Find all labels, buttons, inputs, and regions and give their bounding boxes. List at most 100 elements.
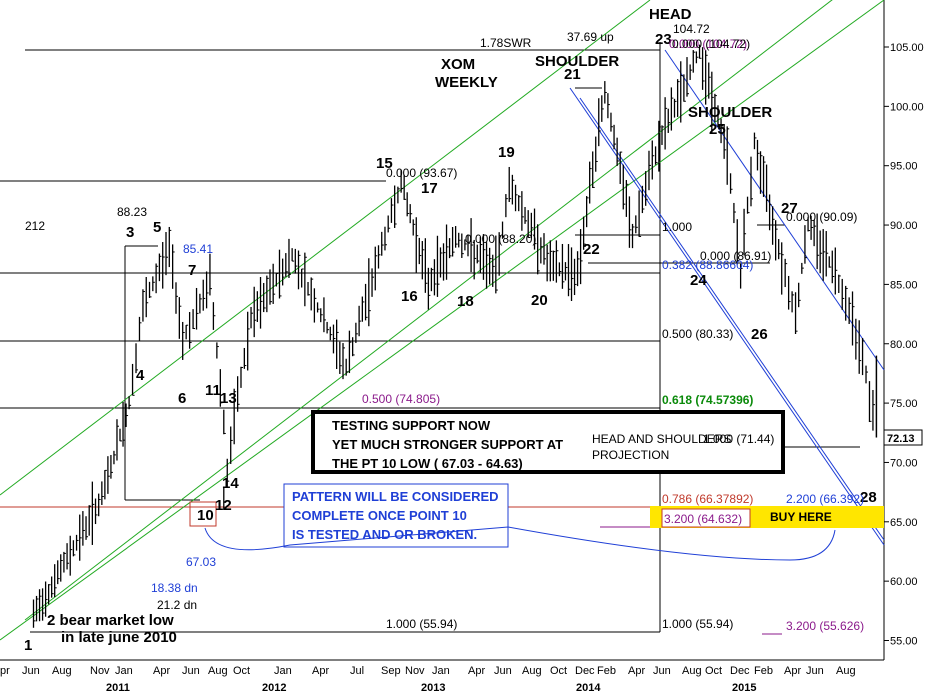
svg-text:85.41: 85.41 xyxy=(183,242,213,256)
svg-text:0.000 (93.67): 0.000 (93.67) xyxy=(386,166,457,180)
x-tick-label: Apr xyxy=(153,665,170,677)
svg-text:0.000 (104.72): 0.000 (104.72) xyxy=(672,37,750,51)
x-tick-label: Oct xyxy=(233,665,250,677)
x-tick-label: Dec xyxy=(730,665,750,677)
x-tick-label: Oct xyxy=(550,665,567,677)
x-tick-label: Apr xyxy=(468,665,485,677)
support-line-2: YET MUCH STRONGER SUPPORT AT xyxy=(332,437,563,452)
wave-5: 5 xyxy=(153,219,161,236)
svg-text:18.38 dn: 18.38 dn xyxy=(151,581,198,595)
x-tick-label: Jul xyxy=(350,665,364,677)
x-tick-label: Jan xyxy=(432,665,450,677)
svg-text:0.618 (74.57396): 0.618 (74.57396) xyxy=(662,393,753,407)
svg-text:1.000: 1.000 xyxy=(662,220,692,234)
svg-text:21.2 dn: 21.2 dn xyxy=(157,598,197,612)
svg-text:0.000 (90.09): 0.000 (90.09) xyxy=(786,210,857,224)
support-box xyxy=(311,410,785,474)
wave-16: 16 xyxy=(401,288,418,305)
x-tick-label: Aug xyxy=(682,665,702,677)
x-tick-label: Sep xyxy=(381,665,401,677)
wave-1: 1 xyxy=(24,637,32,654)
y-tick-label: 75.00 xyxy=(890,398,918,410)
svg-text:0.000 (86.91): 0.000 (86.91) xyxy=(700,249,771,263)
x-tick-label: Dec xyxy=(575,665,595,677)
y-tick-label: 80.00 xyxy=(890,339,918,351)
svg-text:3.200 (55.626): 3.200 (55.626) xyxy=(786,619,864,633)
wave-20: 20 xyxy=(531,292,548,309)
head-label: HEAD xyxy=(649,6,692,23)
support-line-1: TESTING SUPPORT NOW xyxy=(332,418,491,433)
wave-13: 13 xyxy=(220,390,237,407)
fib-1000-7144: 1.000 (71.44) xyxy=(703,432,774,446)
last-price-value: 72.13 xyxy=(887,433,915,445)
svg-text:1.000 (55.94): 1.000 (55.94) xyxy=(662,617,733,631)
pattern-note-1: PATTERN WILL BE CONSIDERED xyxy=(292,489,499,504)
svg-text:0.000 (88.20): 0.000 (88.20) xyxy=(465,232,536,246)
x-tick-label: Apr xyxy=(784,665,801,677)
hs-projection-label: HEAD AND SHOULDERS xyxy=(592,432,731,446)
x-year-label: 2015 xyxy=(732,682,756,694)
x-tick-label: pr xyxy=(0,665,10,677)
x-tick-label: Nov xyxy=(90,665,110,677)
wave-24: 24 xyxy=(690,272,707,289)
wave-labels: 1 2 bear market low in late june 2010 3 … xyxy=(24,31,877,654)
y-tick-label: 85.00 xyxy=(890,279,918,291)
x-tick-label: Jun xyxy=(494,665,512,677)
y-tick-label: 70.00 xyxy=(890,457,918,469)
x-tick-label: Jun xyxy=(22,665,40,677)
x-tick-label: Aug xyxy=(836,665,856,677)
support-line-3: THE PT 10 LOW ( 67.03 - 64.63) xyxy=(332,456,523,471)
y-tick-label: 65.00 xyxy=(890,517,918,529)
x-tick-label: Jan xyxy=(115,665,133,677)
point-10-box xyxy=(189,501,217,527)
x-tick-label: Jan xyxy=(274,665,292,677)
svg-text:0.500 (80.33): 0.500 (80.33) xyxy=(662,327,733,341)
wave-28: 28 xyxy=(860,489,877,506)
wave-23: 23 xyxy=(655,31,672,48)
svg-text:0.000 (104.72): 0.000 (104.72) xyxy=(669,37,747,51)
wave-2-note: in late june 2010 xyxy=(61,629,177,646)
wave-6: 6 xyxy=(178,390,186,407)
wave-3: 3 xyxy=(126,224,134,241)
pattern-connector xyxy=(204,526,836,561)
x-year-label: 2013 xyxy=(421,682,445,694)
y-tick-label: 55.00 xyxy=(890,636,918,648)
x-tick-label: Nov xyxy=(405,665,425,677)
wave-11: 11 xyxy=(205,382,221,399)
wave-14: 14 xyxy=(222,475,239,492)
svg-text:0.786 (66.37892): 0.786 (66.37892) xyxy=(662,492,753,506)
svg-text:0.500 (74.805): 0.500 (74.805) xyxy=(362,392,440,406)
y-tick-label: 90.00 xyxy=(890,220,918,232)
x-tick-label: Feb xyxy=(754,665,773,677)
x-tick-label: Aug xyxy=(522,665,542,677)
x-tick-label: Aug xyxy=(52,665,72,677)
last-price-tag xyxy=(883,429,923,446)
pattern-note-2: COMPLETE ONCE POINT 10 xyxy=(292,508,467,523)
svg-text:104.72: 104.72 xyxy=(673,22,710,36)
wave-7: 7 xyxy=(188,262,196,279)
wave-12: 12 xyxy=(215,497,232,514)
buy-here-label: BUY HERE xyxy=(770,510,832,524)
y-tick-label: 60.00 xyxy=(890,576,918,588)
x-tick-label: Jun xyxy=(653,665,671,677)
chart-title-1: XOM xyxy=(441,56,475,73)
wave-21: 21 xyxy=(564,66,581,83)
pattern-note-3: IS TESTED AND OR BROKEN. xyxy=(292,527,477,542)
x-tick-label: Oct xyxy=(705,665,722,677)
svg-text:67.03: 67.03 xyxy=(186,555,216,569)
x-tick-label: Jun xyxy=(806,665,824,677)
svg-text:0.382 (88.86604): 0.382 (88.86604) xyxy=(662,258,753,272)
chart-title-2: WEEKLY xyxy=(435,74,498,91)
y-tick-label: 105.00 xyxy=(890,42,924,54)
right-shoulder-label: SHOULDER xyxy=(688,104,772,121)
rising-channel xyxy=(0,0,885,641)
x-tick-label: Apr xyxy=(312,665,329,677)
wave-19: 19 xyxy=(498,144,515,161)
x-year-label: 2012 xyxy=(262,682,286,694)
wave-27: 27 xyxy=(781,200,798,217)
x-year-label: 2014 xyxy=(576,682,601,694)
y-tick-label: 95.00 xyxy=(890,161,918,173)
x-axis-ticks: pr Jun Aug Nov Jan Apr Jun Aug Oct Jan Apr Jul Sep No… xyxy=(0,665,856,694)
